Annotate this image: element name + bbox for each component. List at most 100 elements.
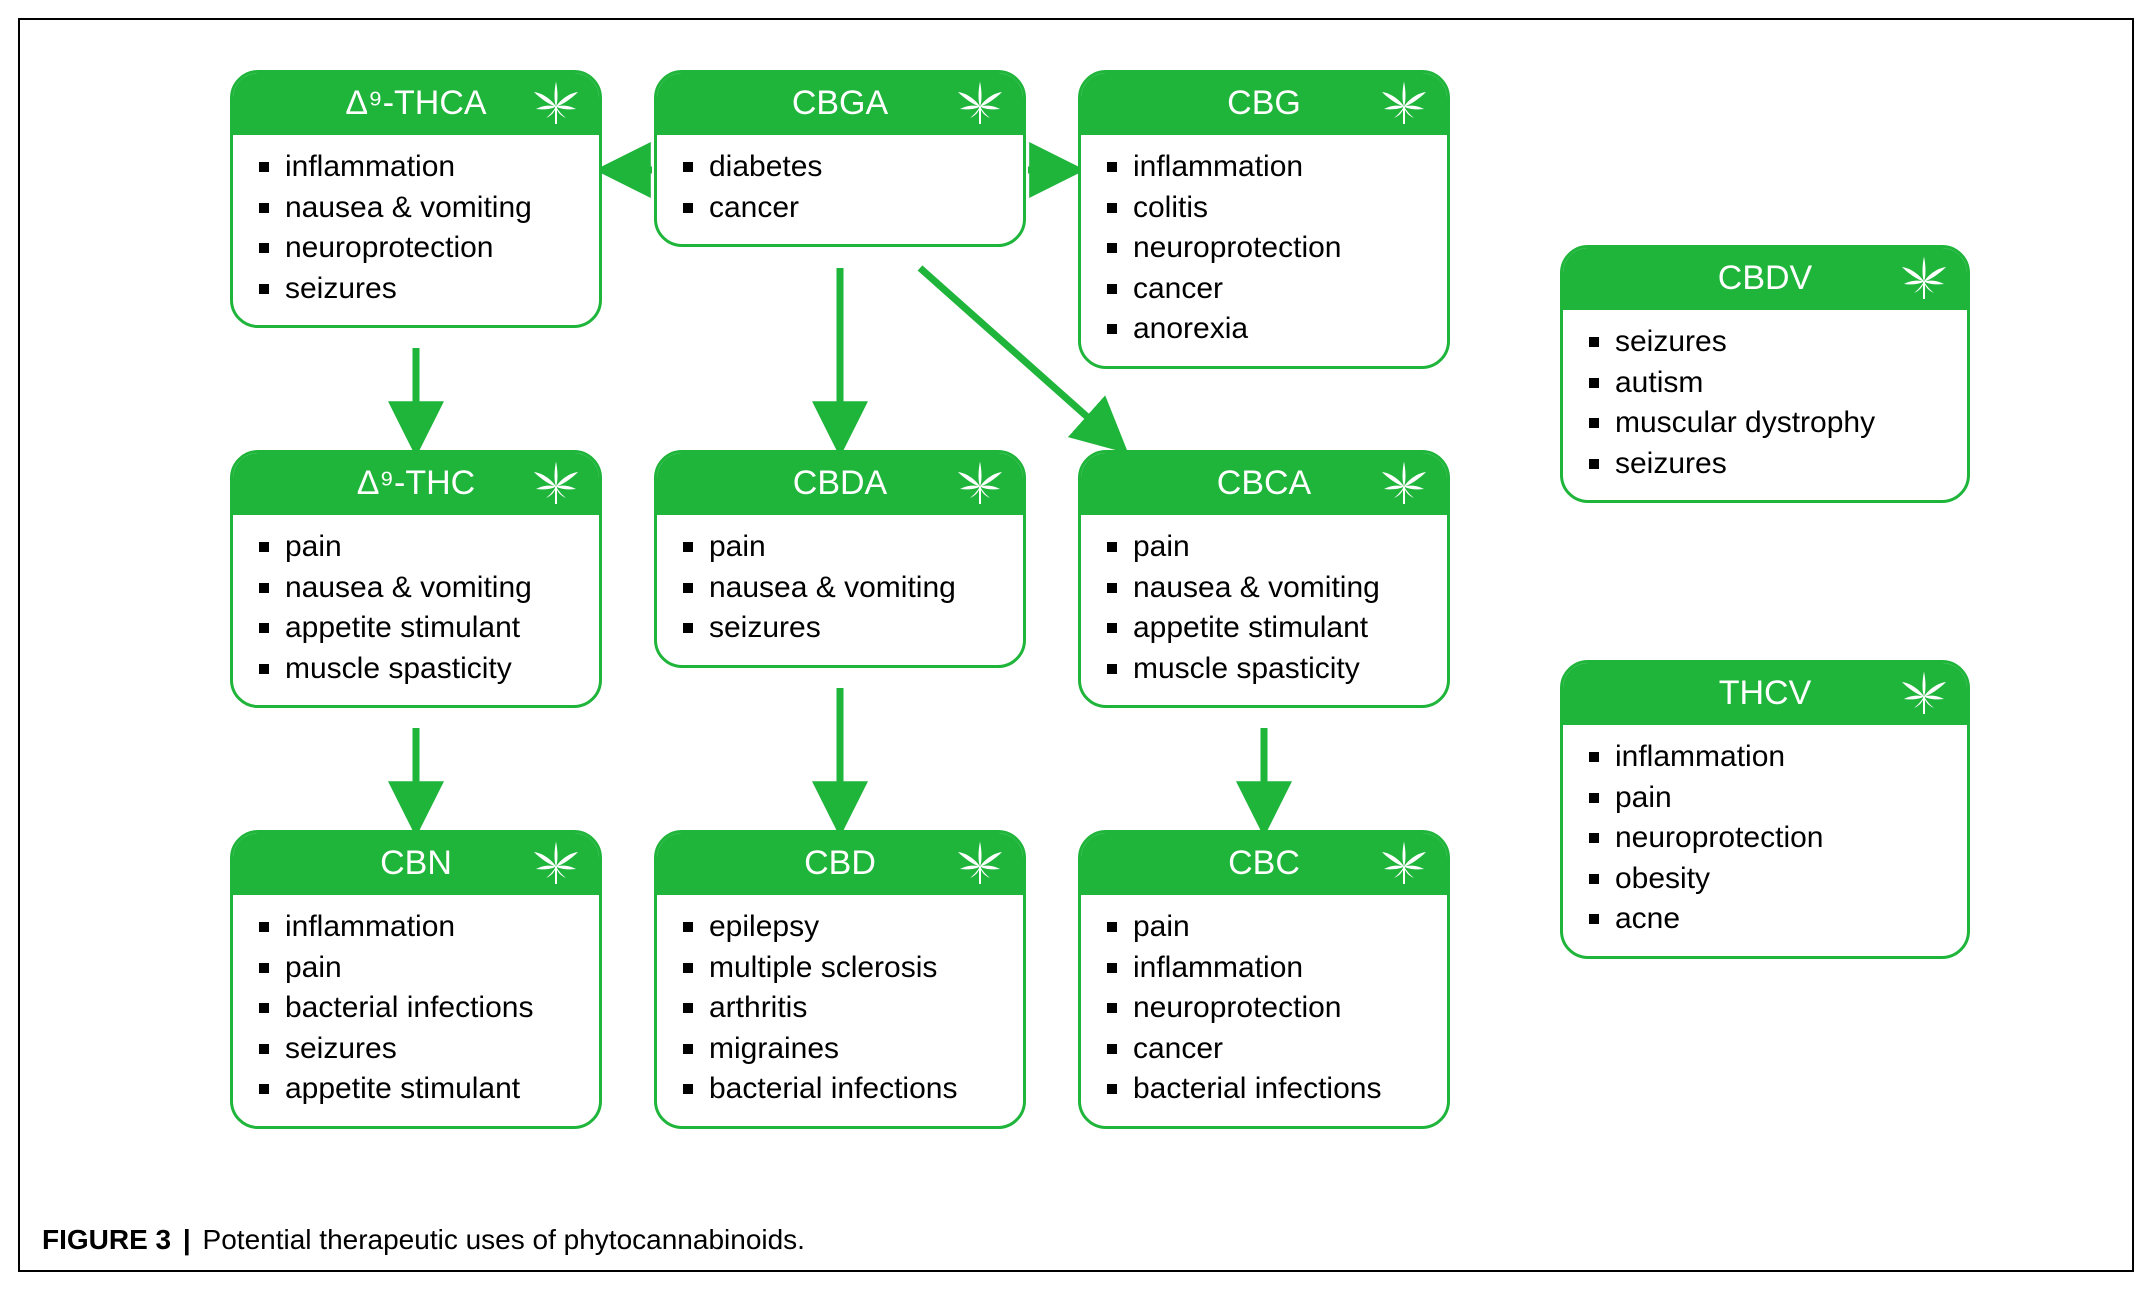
card-body-cbn: inflammationpainbacterial infectionsseiz…: [233, 895, 599, 1126]
list-item: multiple sclerosis: [683, 948, 997, 989]
card-header-cbg: CBG: [1081, 73, 1447, 135]
card-list: inflammationnausea & vomitingneuroprotec…: [259, 147, 573, 309]
card-header-cbca: CBCA: [1081, 453, 1447, 515]
card-cbca: CBCA painnausea & vomitingappetite stimu…: [1078, 450, 1450, 708]
card-list: painnausea & vomitingseizures: [683, 527, 997, 649]
card-cbd: CBD epilepsymultiple sclerosisarthritism…: [654, 830, 1026, 1129]
card-title: CBD: [804, 844, 876, 883]
list-item: cancer: [1107, 1029, 1421, 1070]
list-item: inflammation: [1107, 948, 1421, 989]
list-item: bacterial infections: [1107, 1069, 1421, 1110]
card-body-thca: inflammationnausea & vomitingneuroprotec…: [233, 135, 599, 325]
card-list: diabetescancer: [683, 147, 997, 228]
caption-text: Potential therapeutic uses of phytocanna…: [203, 1224, 805, 1255]
card-title: CBGA: [792, 84, 888, 123]
list-item: autism: [1589, 363, 1941, 404]
cannabis-leaf-icon: [1899, 669, 1949, 719]
list-item: seizures: [1589, 322, 1941, 363]
list-item: nausea & vomiting: [259, 188, 573, 229]
caption-label: FIGURE 3: [42, 1224, 171, 1255]
card-title: CBG: [1227, 84, 1301, 123]
list-item: obesity: [1589, 859, 1941, 900]
list-item: neuroprotection: [1107, 228, 1421, 269]
list-item: inflammation: [259, 147, 573, 188]
card-list: epilepsymultiple sclerosisarthritismigra…: [683, 907, 997, 1110]
cannabis-leaf-icon: [1899, 254, 1949, 304]
list-item: colitis: [1107, 188, 1421, 229]
card-body-cbg: inflammationcolitisneuroprotectioncancer…: [1081, 135, 1447, 366]
list-item: epilepsy: [683, 907, 997, 948]
caption-sep: |: [179, 1224, 195, 1255]
card-header-cbga: CBGA: [657, 73, 1023, 135]
list-item: cancer: [1107, 269, 1421, 310]
list-item: neuroprotection: [259, 228, 573, 269]
list-item: muscular dystrophy: [1589, 403, 1941, 444]
card-thca: Δ⁹-THCA inflammationnausea & vomitingneu…: [230, 70, 602, 328]
cannabis-leaf-icon: [1379, 79, 1429, 129]
list-item: appetite stimulant: [259, 608, 573, 649]
card-cbn: CBN inflammationpainbacterial infections…: [230, 830, 602, 1129]
list-item: arthritis: [683, 988, 997, 1029]
list-item: inflammation: [1107, 147, 1421, 188]
card-header-cbc: CBC: [1081, 833, 1447, 895]
card-body-thcv: inflammationpainneuroprotectionobesityac…: [1563, 725, 1967, 956]
card-body-cbda: painnausea & vomitingseizures: [657, 515, 1023, 665]
card-body-cbd: epilepsymultiple sclerosisarthritismigra…: [657, 895, 1023, 1126]
list-item: cancer: [683, 188, 997, 229]
card-cbdv: CBDV seizuresautismmuscular dystrophysei…: [1560, 245, 1970, 503]
list-item: nausea & vomiting: [1107, 568, 1421, 609]
list-item: pain: [259, 948, 573, 989]
cannabis-leaf-icon: [531, 459, 581, 509]
card-title: Δ⁹-THCA: [345, 84, 486, 123]
list-item: bacterial infections: [259, 988, 573, 1029]
card-header-thcv: THCV: [1563, 663, 1967, 725]
list-item: seizures: [683, 608, 997, 649]
card-thc: Δ⁹-THC painnausea & vomitingappetite sti…: [230, 450, 602, 708]
card-title: Δ⁹-THC: [357, 464, 475, 503]
card-title: CBN: [380, 844, 452, 883]
cannabis-leaf-icon: [531, 79, 581, 129]
card-list: painnausea & vomitingappetite stimulantm…: [1107, 527, 1421, 689]
list-item: inflammation: [259, 907, 573, 948]
card-list: inflammationcolitisneuroprotectioncancer…: [1107, 147, 1421, 350]
card-header-thc: Δ⁹-THC: [233, 453, 599, 515]
list-item: acne: [1589, 899, 1941, 940]
list-item: pain: [683, 527, 997, 568]
card-list: inflammationpainbacterial infectionsseiz…: [259, 907, 573, 1110]
list-item: neuroprotection: [1589, 818, 1941, 859]
list-item: pain: [1589, 778, 1941, 819]
card-list: paininflammationneuroprotectioncancerbac…: [1107, 907, 1421, 1110]
card-title: CBC: [1228, 844, 1300, 883]
card-header-cbd: CBD: [657, 833, 1023, 895]
list-item: diabetes: [683, 147, 997, 188]
list-item: pain: [259, 527, 573, 568]
list-item: inflammation: [1589, 737, 1941, 778]
cannabis-leaf-icon: [955, 839, 1005, 889]
list-item: pain: [1107, 527, 1421, 568]
cannabis-leaf-icon: [955, 459, 1005, 509]
card-body-cbga: diabetescancer: [657, 135, 1023, 244]
list-item: muscle spasticity: [1107, 649, 1421, 690]
card-body-cbc: paininflammationneuroprotectioncancerbac…: [1081, 895, 1447, 1126]
card-title: CBDA: [793, 464, 887, 503]
card-title: THCV: [1719, 674, 1812, 713]
card-cbda: CBDA painnausea & vomitingseizures: [654, 450, 1026, 668]
card-header-cbdv: CBDV: [1563, 248, 1967, 310]
card-title: CBDV: [1718, 259, 1812, 298]
cannabis-leaf-icon: [955, 79, 1005, 129]
card-header-cbda: CBDA: [657, 453, 1023, 515]
card-list: inflammationpainneuroprotectionobesityac…: [1589, 737, 1941, 940]
figure-caption: FIGURE 3 | Potential therapeutic uses of…: [42, 1224, 805, 1256]
list-item: seizures: [259, 1029, 573, 1070]
card-body-thc: painnausea & vomitingappetite stimulantm…: [233, 515, 599, 705]
list-item: pain: [1107, 907, 1421, 948]
list-item: nausea & vomiting: [683, 568, 997, 609]
diagram-canvas: Δ⁹-THCA inflammationnausea & vomitingneu…: [20, 20, 2132, 1200]
cannabis-leaf-icon: [1379, 839, 1429, 889]
list-item: muscle spasticity: [259, 649, 573, 690]
list-item: nausea & vomiting: [259, 568, 573, 609]
list-item: neuroprotection: [1107, 988, 1421, 1029]
card-header-thca: Δ⁹-THCA: [233, 73, 599, 135]
card-cbc: CBC paininflammationneuroprotectioncance…: [1078, 830, 1450, 1129]
cannabis-leaf-icon: [1379, 459, 1429, 509]
